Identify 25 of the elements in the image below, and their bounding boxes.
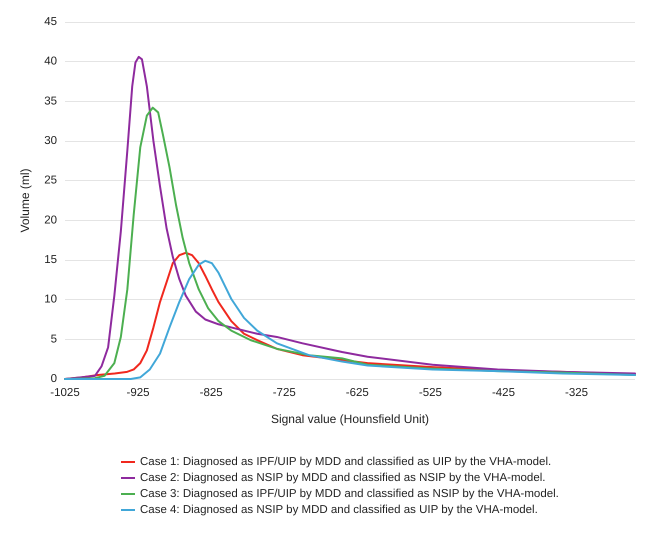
y-tick-label: 45 bbox=[44, 16, 57, 28]
x-tick-label: -925 bbox=[126, 387, 150, 399]
x-tick-label: -725 bbox=[272, 387, 296, 399]
line-series bbox=[64, 56, 636, 380]
y-tick-label: 30 bbox=[44, 135, 57, 147]
legend-label: Case 1: Diagnosed as IPF/UIP by MDD and classified as UIP by the VHA-model. bbox=[140, 456, 552, 468]
y-axis-title: Volume (ml) bbox=[18, 168, 32, 233]
y-tick-label: 25 bbox=[44, 174, 57, 187]
legend-label: Case 3: Diagnosed as IPF/UIP by MDD and classified as NSIP by the VHA-model. bbox=[140, 488, 559, 500]
y-tick-label: 0 bbox=[50, 373, 57, 385]
y-tick-label: 15 bbox=[44, 254, 57, 266]
x-tick-label: -425 bbox=[492, 387, 515, 399]
legend-label: Case 4: Diagnosed as NSIP by MDD and classified as UIP by the VHA-model. bbox=[140, 504, 538, 516]
y-tick-label: 5 bbox=[50, 333, 57, 346]
legend-label: Case 2: Diagnosed as NSIP by MDD and classified as NSIP by the VHA-model. bbox=[140, 472, 546, 484]
x-tick-label: -625 bbox=[346, 387, 369, 399]
x-axis-title: Signal value (Hounsfield Unit) bbox=[270, 412, 430, 426]
y-tick-label: 35 bbox=[44, 95, 57, 108]
y-tick-label: 20 bbox=[44, 214, 57, 226]
x-tick-label: -525 bbox=[418, 387, 442, 399]
x-tick-label: -1025 bbox=[50, 387, 80, 399]
x-tick-label: -825 bbox=[200, 387, 223, 399]
x-tick-label: -325 bbox=[565, 387, 588, 399]
y-tick-label: 40 bbox=[44, 56, 57, 68]
y-tick-label: 10 bbox=[44, 294, 57, 306]
